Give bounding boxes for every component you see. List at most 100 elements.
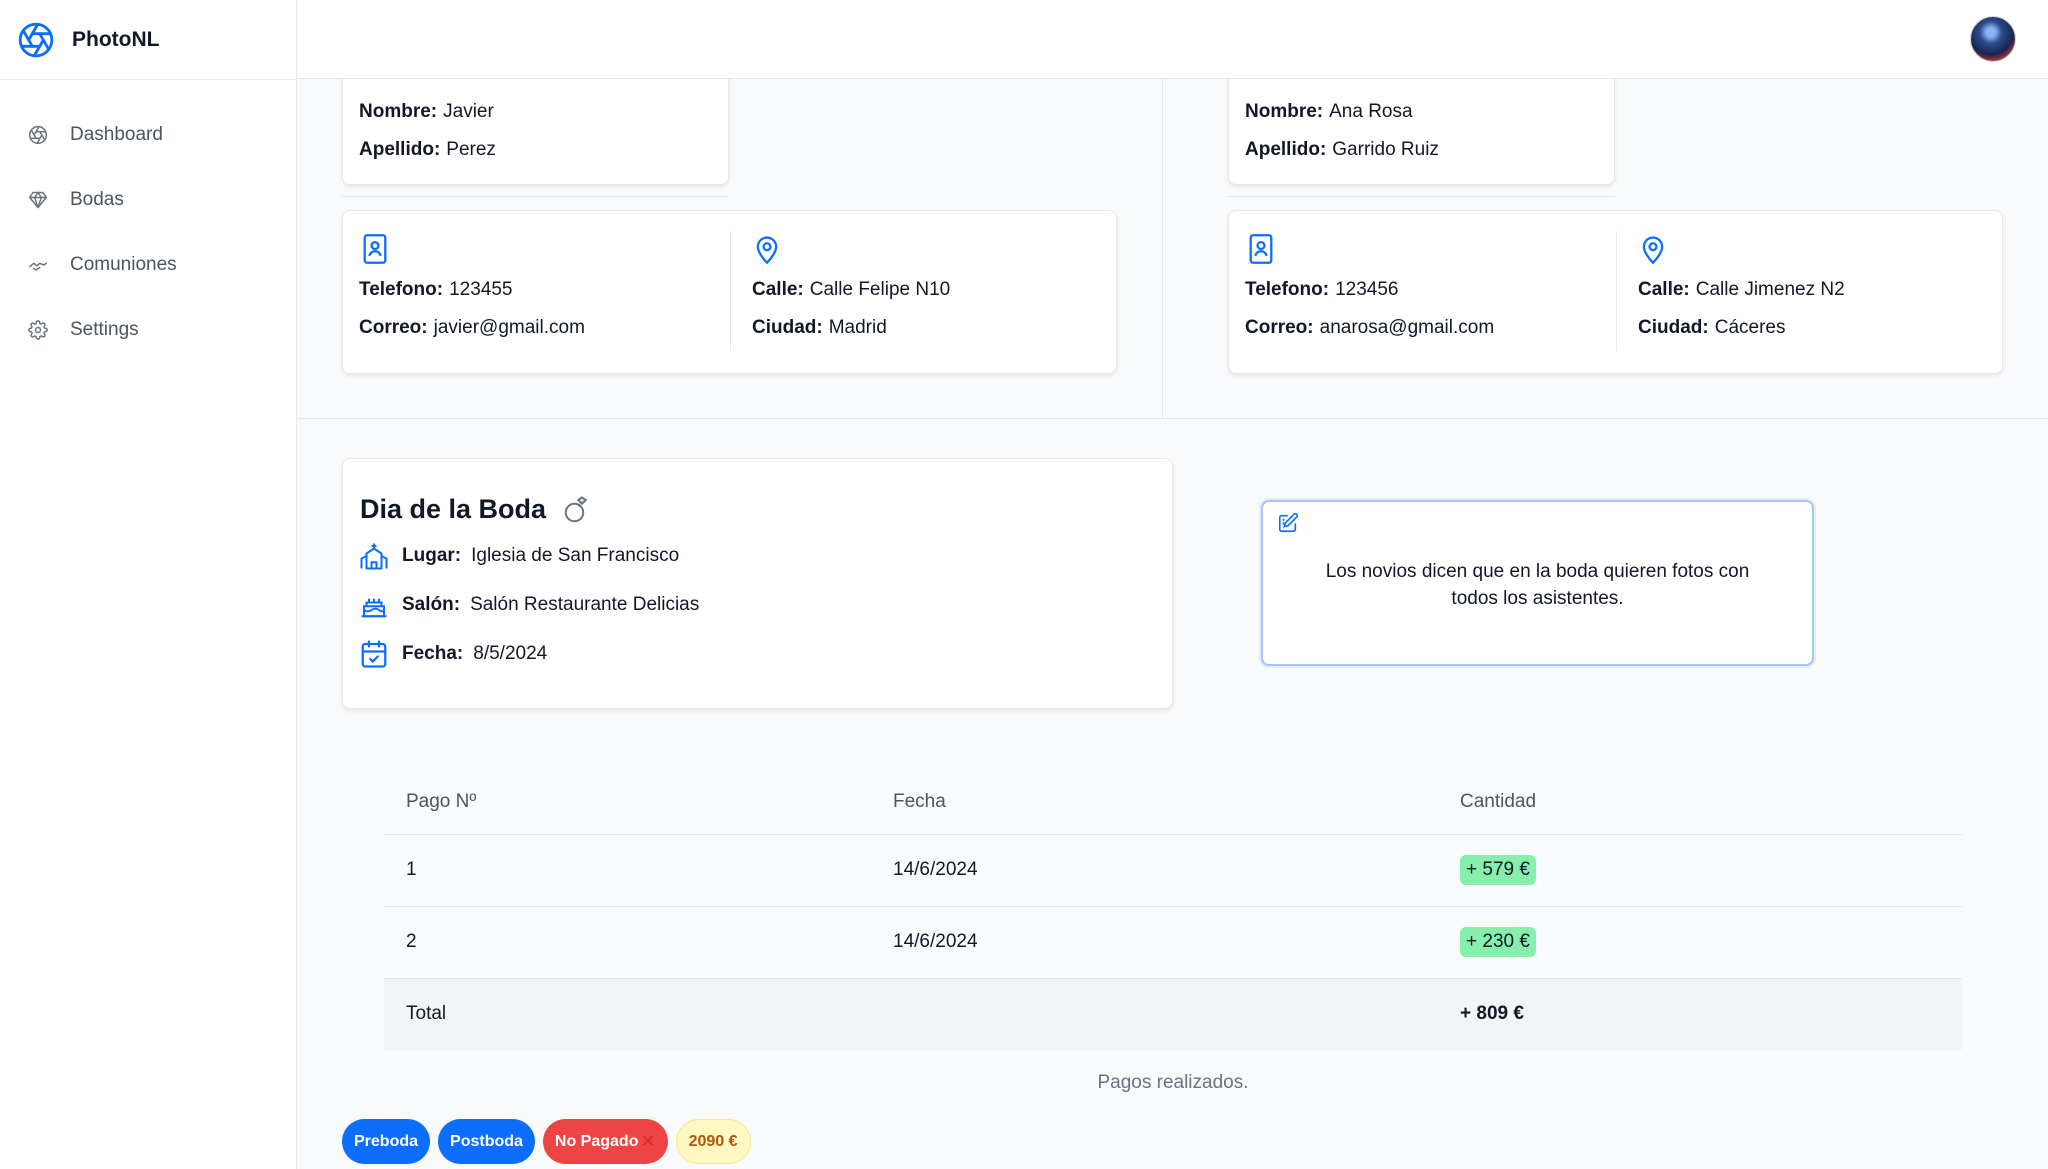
- payment-date: 14/6/2024: [893, 833, 1460, 906]
- sidebar: PhotoNL Dashboard Bodas Comuniones Setti…: [0, 0, 297, 1169]
- hall-value: Salón Restaurante Delicias: [470, 594, 700, 615]
- aperture-logo-icon: [16, 20, 56, 60]
- surname-label: Apellido:: [1245, 139, 1327, 160]
- city-value: Madrid: [828, 317, 887, 338]
- header-payment-number: Pago Nº: [406, 790, 477, 812]
- divider: [1616, 231, 1617, 351]
- phone-label: Telefono:: [359, 279, 444, 300]
- calendar-check-icon: [358, 638, 390, 670]
- date-row: Fecha: 8/5/2024: [358, 638, 547, 670]
- edit-note-icon[interactable]: [1277, 512, 1299, 539]
- header-date: Fecha: [893, 790, 946, 812]
- city-value: Cáceres: [1714, 317, 1786, 338]
- phone-row: Telefono: 123456: [1245, 279, 1399, 301]
- amount-badge: + 230 €: [1460, 927, 1536, 957]
- person-contact-card: Telefono: 123456 Correo: anarosa@gmail.com…: [1228, 210, 2003, 374]
- cross-icon: ✕: [640, 1131, 656, 1151]
- gear-icon: [26, 318, 50, 342]
- payment-number: 2: [384, 905, 893, 978]
- email-row: Correo: javier@gmail.com: [359, 317, 585, 339]
- sidebar-item-comuniones[interactable]: Comuniones: [0, 232, 296, 297]
- payment-amount-cell: + 579 €: [1460, 833, 1962, 906]
- surname-row: Apellido: Garrido Ruiz: [1245, 139, 1439, 161]
- payments-table: Pago Nº Fecha Cantidad 1 14/6/2024 + 579…: [384, 770, 1962, 1050]
- date-label: Fecha:: [402, 643, 464, 664]
- table-caption: Pagos realizados.: [1097, 1072, 1249, 1093]
- street-label: Calle:: [752, 279, 804, 300]
- diamond-icon: [26, 188, 50, 212]
- price-badge: 2090 €: [675, 1119, 751, 1164]
- phone-label: Telefono:: [1245, 279, 1330, 300]
- column-divider: [1162, 79, 1163, 419]
- sidebar-item-dashboard[interactable]: Dashboard: [0, 102, 296, 167]
- name-row: Nombre: Javier: [359, 101, 494, 123]
- divider: [342, 196, 729, 197]
- sidebar-item-label: Bodas: [70, 188, 124, 210]
- name-row: Nombre: Ana Rosa: [1245, 101, 1413, 123]
- table-header-row: Pago Nº Fecha Cantidad: [384, 770, 1962, 834]
- street-label: Calle:: [1638, 279, 1690, 300]
- payment-date: 14/6/2024: [893, 905, 1460, 978]
- date-value: 8/5/2024: [473, 643, 548, 664]
- app-name: PhotoNL: [72, 27, 160, 51]
- table-row: 1 14/6/2024 + 579 €: [384, 833, 1962, 906]
- notes-card[interactable]: Los novios dicen que en la boda quieren …: [1261, 500, 1814, 666]
- location-pin-icon: [1639, 233, 1667, 270]
- brand[interactable]: PhotoNL: [0, 0, 296, 80]
- postboda-badge[interactable]: Postboda: [438, 1119, 535, 1164]
- city-row: Ciudad: Madrid: [752, 317, 887, 339]
- payment-amount-cell: + 230 €: [1460, 905, 1962, 978]
- place-value: Iglesia de San Francisco: [471, 545, 680, 566]
- church-icon: [358, 540, 390, 572]
- payment-status-label: No Pagado: [554, 1132, 639, 1150]
- street-value: Calle Felipe N10: [809, 279, 951, 300]
- email-value: javier@gmail.com: [433, 317, 585, 338]
- table-row: 2 14/6/2024 + 230 €: [384, 905, 1962, 978]
- surname-row: Apellido: Perez: [359, 139, 496, 161]
- event-title: Dia de la Boda: [360, 494, 592, 525]
- name-value: Ana Rosa: [1329, 101, 1413, 122]
- header-amount: Cantidad: [1460, 790, 1537, 812]
- email-row: Correo: anarosa@gmail.com: [1245, 317, 1494, 339]
- street-row: Calle: Calle Felipe N10: [752, 279, 950, 301]
- wedding-day-card: [342, 458, 1173, 709]
- email-value: anarosa@gmail.com: [1319, 317, 1495, 338]
- total-value: + 809 €: [1460, 977, 1962, 1050]
- note-text: Los novios dicen que en la boda quieren …: [1325, 561, 1750, 609]
- name-value: Javier: [443, 101, 494, 122]
- payment-number: 1: [384, 833, 893, 906]
- hall-row: Salón: Salón Restaurante Delicias: [358, 589, 699, 621]
- city-label: Ciudad:: [1638, 317, 1709, 338]
- sidebar-item-settings[interactable]: Settings: [0, 297, 296, 362]
- topbar: [298, 0, 2048, 79]
- total-row: Total + 809 €: [384, 977, 1962, 1050]
- place-row: Lugar: Iglesia de San Francisco: [358, 540, 679, 572]
- handshake-icon: [26, 253, 50, 277]
- divider: [1228, 196, 1615, 197]
- person-contact-card: Telefono: 123455 Correo: javier@gmail.com …: [342, 210, 1117, 374]
- surname-value: Perez: [446, 139, 496, 160]
- sidebar-item-label: Dashboard: [70, 123, 163, 145]
- hall-label: Salón:: [402, 594, 461, 615]
- sidebar-item-bodas[interactable]: Bodas: [0, 167, 296, 232]
- avatar[interactable]: [1970, 16, 2016, 62]
- total-empty-cell: [893, 977, 1460, 1050]
- street-value: Calle Jimenez N2: [1695, 279, 1845, 300]
- email-label: Correo:: [359, 317, 428, 338]
- phone-row: Telefono: 123455: [359, 279, 513, 301]
- email-label: Correo:: [1245, 317, 1314, 338]
- contact-book-icon: [1247, 233, 1275, 270]
- payment-status-badge[interactable]: No Pagado ✕: [542, 1119, 668, 1164]
- contact-book-icon: [361, 233, 389, 270]
- place-label: Lugar:: [402, 545, 462, 566]
- total-label: Total: [384, 977, 893, 1050]
- amount-badge: + 579 €: [1460, 855, 1536, 885]
- phone-value: 123456: [1335, 279, 1399, 300]
- preboda-badge[interactable]: Preboda: [342, 1119, 431, 1164]
- sidebar-nav: Dashboard Bodas Comuniones Settings: [0, 80, 296, 362]
- sidebar-item-label: Settings: [70, 318, 139, 340]
- divider: [730, 231, 731, 351]
- sidebar-item-label: Comuniones: [70, 253, 177, 275]
- cake-icon: [358, 589, 390, 621]
- ring-icon: [562, 495, 592, 525]
